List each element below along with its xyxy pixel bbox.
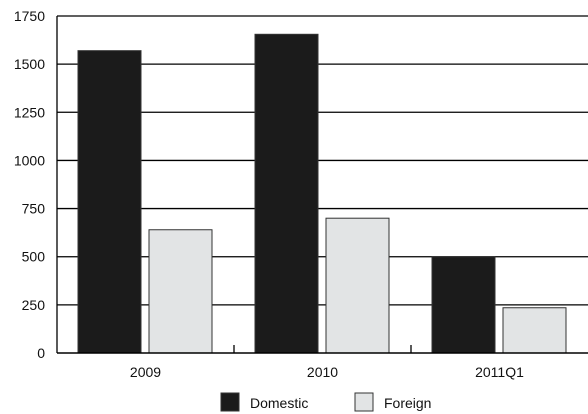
x-tick-labels: 2009 2010 2011Q1 [130, 364, 524, 380]
y-tick-label-1750: 1750 [14, 8, 45, 24]
bar-domestic-2011Q1 [431, 256, 496, 354]
legend-label-domestic: Domestic [250, 395, 308, 411]
y-tick-label-1500: 1500 [14, 56, 45, 72]
bars [77, 33, 567, 354]
y-tick-label-1000: 1000 [14, 152, 45, 168]
x-tick-label-2010: 2010 [307, 364, 338, 380]
bar-domestic-2009 [77, 50, 142, 354]
x-tick-label-2011Q1: 2011Q1 [475, 364, 524, 380]
legend-label-foreign: Foreign [384, 395, 431, 411]
axes [56, 16, 588, 354]
bar-domestic-2010 [254, 33, 319, 354]
legend-swatch-domestic [220, 392, 240, 412]
y-tick-label-500: 500 [22, 249, 46, 265]
legend: Domestic Foreign [220, 392, 431, 412]
gridlines [57, 15, 588, 306]
y-tick-label-0: 0 [37, 345, 45, 361]
y-tick-label-250: 250 [22, 297, 46, 313]
bar-foreign-2011Q1 [502, 307, 567, 354]
x-tick-label-2009: 2009 [130, 364, 161, 380]
y-tick-label-1250: 1250 [14, 104, 45, 120]
y-tick-labels: 0 250 500 750 1000 1250 1500 1750 [14, 8, 45, 361]
y-tick-label-750: 750 [22, 201, 46, 217]
legend-swatch-foreign [354, 392, 374, 412]
bar-foreign-2009 [148, 229, 213, 354]
bar-foreign-2010 [325, 217, 390, 354]
